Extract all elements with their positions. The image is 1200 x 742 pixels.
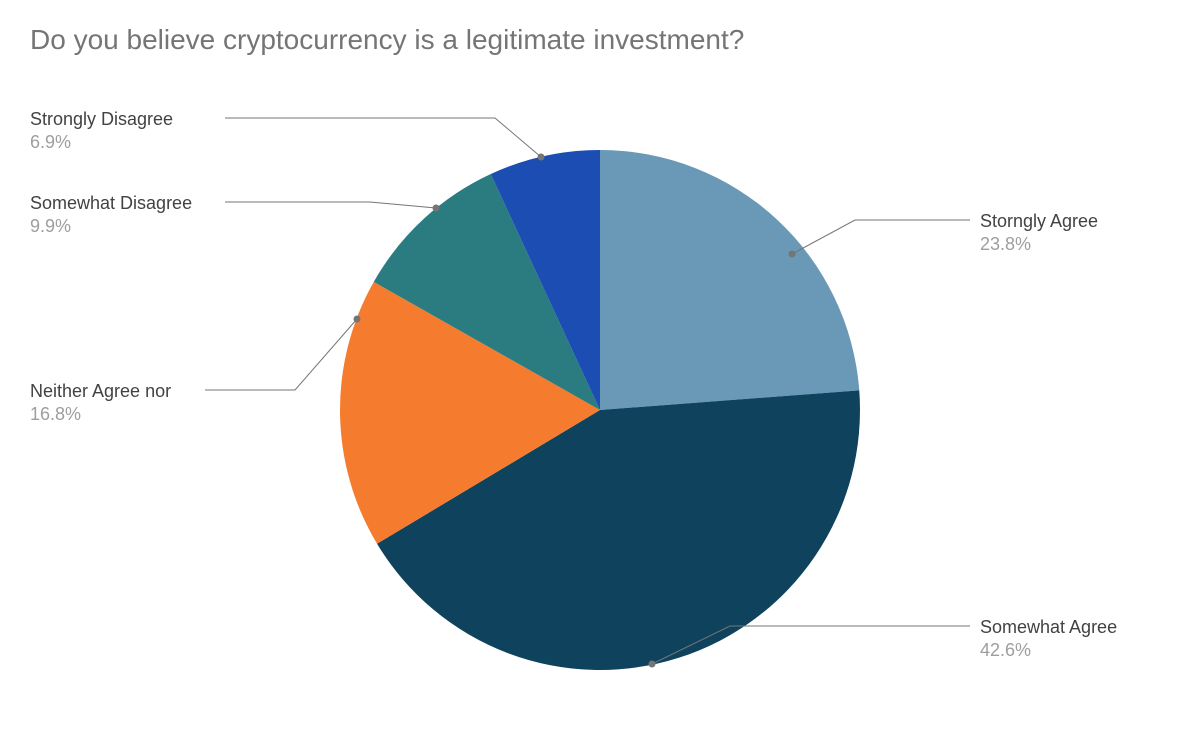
slice-label: Storngly Agree23.8% <box>980 210 1098 257</box>
slice-label-text: Somewhat Agree <box>980 617 1117 637</box>
leader-dot <box>354 316 361 323</box>
pie-slice <box>600 150 859 410</box>
slice-label: Somewhat Disagree9.9% <box>30 192 192 239</box>
slice-label: Strongly Disagree6.9% <box>30 108 173 155</box>
slice-label-text: Strongly Disagree <box>30 109 173 129</box>
slice-label: Neither Agree nor16.8% <box>30 380 171 427</box>
leader-dot <box>789 251 796 258</box>
leader-line <box>225 202 436 208</box>
leader-line <box>205 319 357 390</box>
slice-label-pct: 6.9% <box>30 131 173 154</box>
slice-label: Somewhat Agree42.6% <box>980 616 1117 663</box>
slice-label-pct: 16.8% <box>30 403 171 426</box>
slice-label-pct: 23.8% <box>980 233 1098 256</box>
slice-label-pct: 9.9% <box>30 215 192 238</box>
leader-dot <box>433 205 440 212</box>
leader-dot <box>649 661 656 668</box>
slice-label-text: Somewhat Disagree <box>30 193 192 213</box>
leader-line <box>225 118 541 157</box>
leader-line <box>792 220 970 254</box>
leader-dot <box>538 154 545 161</box>
slice-label-text: Storngly Agree <box>980 211 1098 231</box>
slice-label-text: Neither Agree nor <box>30 381 171 401</box>
slice-label-pct: 42.6% <box>980 639 1117 662</box>
